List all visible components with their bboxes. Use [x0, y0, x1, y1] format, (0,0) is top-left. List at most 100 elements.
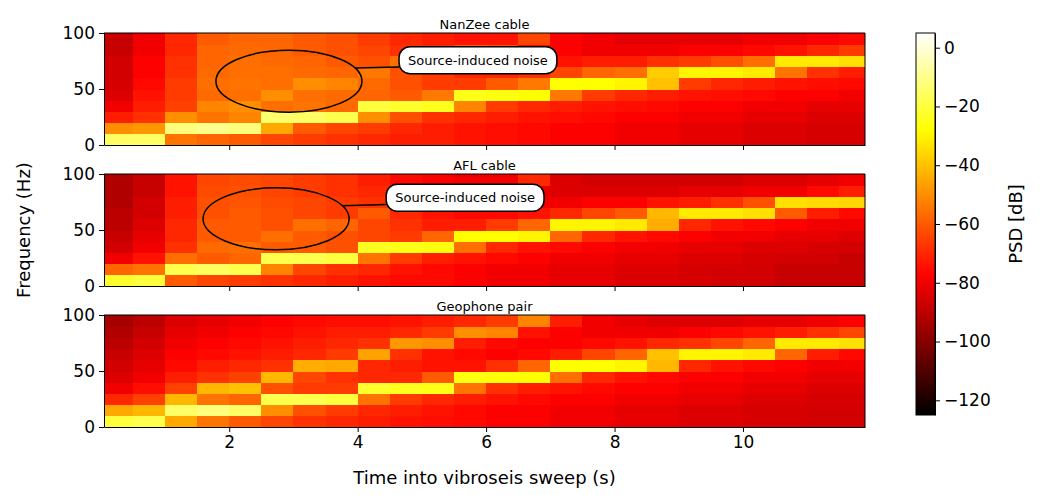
frame [865, 315, 866, 427]
cell [293, 264, 326, 276]
axis-line [104, 175, 105, 287]
cell [133, 174, 166, 186]
cell [390, 33, 423, 45]
cell [229, 275, 262, 286]
cell [647, 230, 680, 242]
cell [133, 264, 166, 276]
cell [743, 349, 776, 361]
cell [104, 230, 133, 242]
cell [807, 349, 840, 361]
cell [679, 100, 712, 112]
cell [775, 326, 808, 338]
cell [390, 100, 423, 112]
cell [358, 123, 391, 135]
cell [743, 337, 776, 349]
cell [422, 371, 455, 383]
cell [165, 219, 198, 231]
cell [197, 241, 230, 253]
cell [422, 360, 455, 372]
cell [615, 405, 648, 417]
cell [743, 252, 776, 264]
cell [293, 405, 326, 417]
cell [261, 111, 294, 123]
cell [615, 89, 648, 101]
cell [647, 360, 680, 372]
cell [550, 275, 583, 286]
cell [229, 44, 262, 56]
cell [422, 33, 455, 45]
cell [293, 89, 326, 101]
y-tick: 100 [63, 23, 104, 43]
cell [647, 393, 680, 405]
cell [486, 230, 519, 242]
cell [615, 134, 648, 145]
cell [293, 134, 326, 145]
cell [133, 100, 166, 112]
cell [197, 100, 230, 112]
cell [326, 174, 359, 186]
cell [518, 100, 551, 112]
cell [679, 405, 712, 417]
cell [326, 134, 359, 145]
cell [486, 78, 519, 90]
cell [839, 111, 865, 123]
cell [229, 196, 262, 208]
cell [550, 337, 583, 349]
cell [582, 315, 615, 327]
cell [358, 349, 391, 361]
cell [197, 326, 230, 338]
cell [839, 134, 865, 145]
cell [454, 264, 487, 276]
cell [711, 230, 744, 242]
colorbar-tick: −60 [935, 214, 980, 234]
cell [326, 416, 359, 427]
cell [229, 360, 262, 372]
cell [679, 252, 712, 264]
cell [711, 196, 744, 208]
cell [839, 382, 865, 394]
y-tick-mark [99, 230, 104, 231]
cell [165, 405, 198, 417]
colorbar-tick: −20 [935, 96, 980, 116]
cell [133, 241, 166, 253]
cell [197, 315, 230, 327]
cell [486, 264, 519, 276]
cell [615, 382, 648, 394]
cell [775, 208, 808, 220]
cell [775, 275, 808, 286]
cell [582, 360, 615, 372]
cell [775, 174, 808, 186]
cell [390, 123, 423, 135]
cell [326, 89, 359, 101]
cell [711, 208, 744, 220]
cell [165, 252, 198, 264]
cell [165, 326, 198, 338]
cell [775, 241, 808, 253]
cell [486, 89, 519, 101]
cell [133, 382, 166, 394]
colorbar-tick-label: −80 [944, 273, 980, 293]
cell [711, 275, 744, 286]
cell [582, 55, 615, 67]
cell [711, 393, 744, 405]
cell [422, 405, 455, 417]
cell [711, 326, 744, 338]
cell [647, 89, 680, 101]
cell [486, 337, 519, 349]
cell [647, 123, 680, 135]
cell [133, 78, 166, 90]
cell [518, 382, 551, 394]
cell [293, 275, 326, 286]
cell [615, 275, 648, 286]
cell [711, 55, 744, 67]
cell [550, 123, 583, 135]
cell [422, 382, 455, 394]
cell [839, 55, 865, 67]
cell [104, 174, 133, 186]
cell [582, 134, 615, 145]
cell [390, 382, 423, 394]
cell [711, 252, 744, 264]
cell [647, 252, 680, 264]
cell [807, 315, 840, 327]
cell [679, 349, 712, 361]
